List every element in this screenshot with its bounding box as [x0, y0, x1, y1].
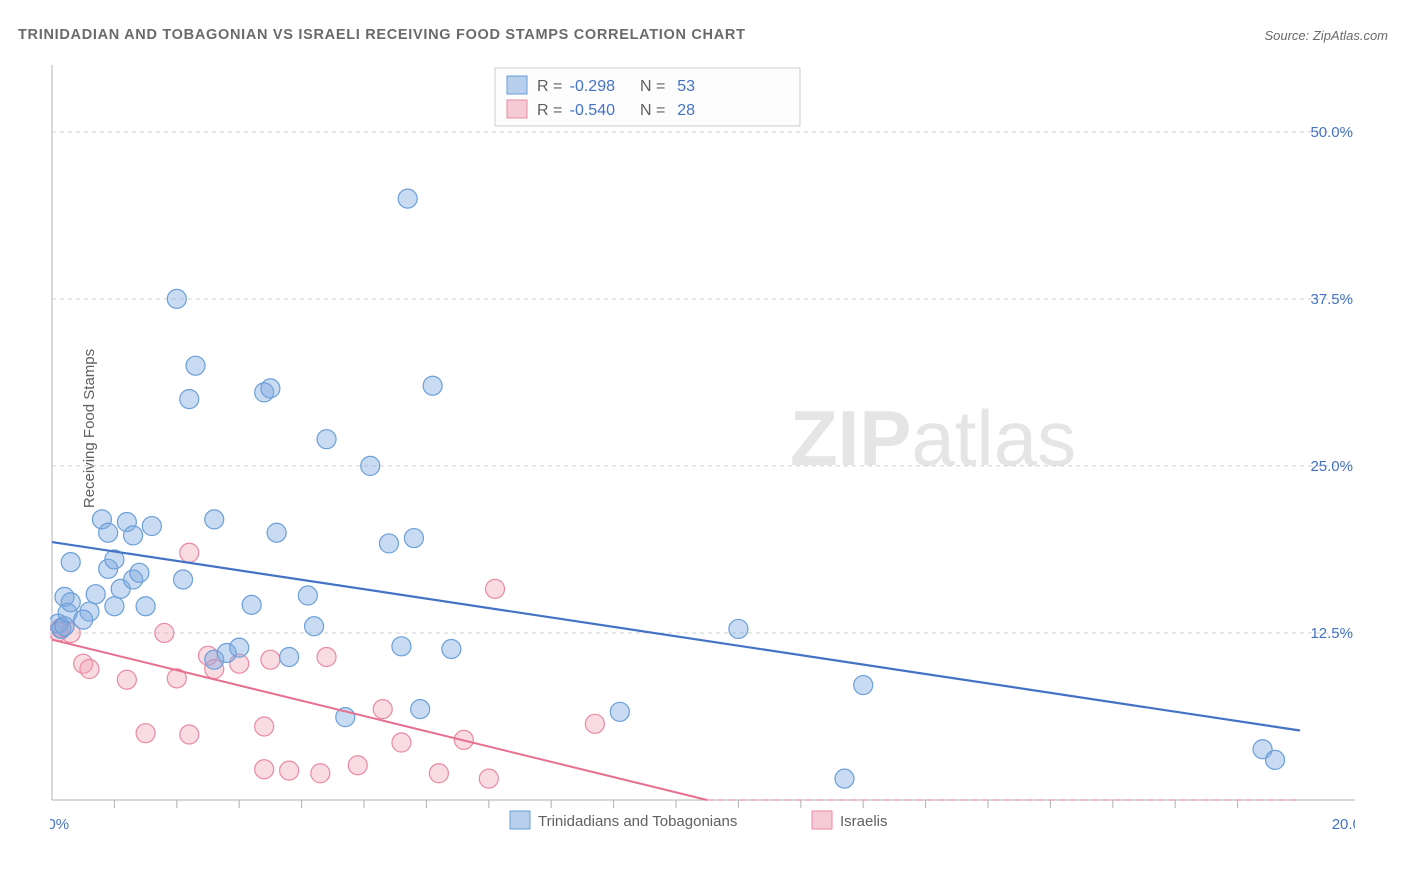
- data-point: [835, 769, 854, 788]
- y-tick-labels: 12.5% 25.0% 37.5% 50.0%: [1310, 124, 1353, 642]
- x-end-label: 20.0%: [1332, 816, 1355, 833]
- legend-n-val-1: 53: [677, 78, 695, 95]
- data-point: [280, 648, 299, 667]
- data-point: [261, 379, 280, 398]
- data-point: [180, 390, 199, 409]
- data-point: [486, 579, 505, 598]
- data-point: [130, 563, 149, 582]
- data-point: [610, 702, 629, 721]
- data-point: [142, 517, 161, 536]
- data-point: [361, 456, 380, 475]
- data-point: [124, 526, 143, 545]
- data-point: [117, 670, 136, 689]
- data-point: [230, 638, 249, 657]
- data-point: [298, 586, 317, 605]
- legend-r-val-1: -0.298: [570, 78, 615, 95]
- legend-n-label-1: N =: [640, 78, 665, 95]
- data-point: [585, 714, 604, 733]
- data-point: [305, 617, 324, 636]
- correlation-legend: R = -0.298 N = 53 R = -0.540 N = 28: [495, 68, 800, 126]
- data-point: [404, 529, 423, 548]
- chart-source: Source: ZipAtlas.com: [1264, 28, 1388, 43]
- svg-text:12.5%: 12.5%: [1310, 625, 1353, 642]
- data-point: [167, 289, 186, 308]
- chart-header: TRINIDADIAN AND TOBAGONIAN VS ISRAELI RE…: [18, 20, 1388, 50]
- data-point: [61, 593, 80, 612]
- data-point: [86, 585, 105, 604]
- data-point: [267, 523, 286, 542]
- legend-r-label-2: R =: [537, 102, 562, 119]
- data-point: [80, 660, 99, 679]
- data-point: [1266, 750, 1285, 769]
- legend-bottom-swatch-pink: [812, 811, 832, 829]
- svg-text:50.0%: 50.0%: [1310, 124, 1353, 141]
- data-point: [854, 676, 873, 695]
- data-point: [205, 510, 224, 529]
- data-point: [398, 189, 417, 208]
- legend-bottom-swatch-blue: [510, 811, 530, 829]
- watermark: ZIPatlas: [790, 394, 1076, 482]
- data-point: [379, 534, 398, 553]
- data-point: [392, 637, 411, 656]
- data-point: [317, 648, 336, 667]
- data-point: [411, 700, 430, 719]
- data-point: [74, 610, 93, 629]
- data-point: [180, 543, 199, 562]
- data-point: [242, 595, 261, 614]
- series-legend: Trinidadians and Tobagonians Israelis: [510, 811, 888, 830]
- data-point: [261, 650, 280, 669]
- scatter-series-trinidadians: [50, 189, 1285, 788]
- gridlines: [52, 132, 1355, 633]
- axes: [52, 65, 1355, 808]
- svg-text:25.0%: 25.0%: [1310, 458, 1353, 475]
- data-point: [729, 619, 748, 638]
- data-point: [442, 639, 461, 658]
- legend-r-val-2: -0.540: [570, 102, 615, 119]
- legend-bottom-blue: Trinidadians and Tobagonians: [538, 813, 737, 830]
- chart-title: TRINIDADIAN AND TOBAGONIAN VS ISRAELI RE…: [18, 27, 746, 43]
- legend-swatch-pink: [507, 100, 527, 118]
- data-point: [136, 724, 155, 743]
- chart-area: ZIPatlas R = -0.298 N = 53 R = -0.540 N …: [50, 65, 1355, 835]
- data-point: [317, 430, 336, 449]
- data-point: [61, 553, 80, 572]
- data-point: [479, 769, 498, 788]
- trend-line-blue: [52, 542, 1300, 730]
- data-point: [105, 597, 124, 616]
- legend-bottom-pink: Israelis: [840, 813, 888, 830]
- svg-text:37.5%: 37.5%: [1310, 291, 1353, 308]
- legend-swatch-blue: [507, 76, 527, 94]
- data-point: [186, 356, 205, 375]
- data-point: [174, 570, 193, 589]
- data-point: [255, 760, 274, 779]
- data-point: [99, 523, 118, 542]
- data-point: [429, 764, 448, 783]
- data-point: [373, 700, 392, 719]
- data-point: [136, 597, 155, 616]
- data-point: [311, 764, 330, 783]
- data-point: [280, 761, 299, 780]
- legend-n-val-2: 28: [677, 102, 695, 119]
- data-point: [155, 623, 174, 642]
- x-start-label: 0.0%: [50, 816, 69, 833]
- trend-line-pink: [52, 640, 707, 800]
- data-point: [348, 756, 367, 775]
- data-point: [255, 717, 274, 736]
- scatter-plot: ZIPatlas R = -0.298 N = 53 R = -0.540 N …: [50, 65, 1355, 835]
- data-point: [423, 376, 442, 395]
- data-point: [392, 733, 411, 752]
- legend-r-label-1: R =: [537, 78, 562, 95]
- legend-n-label-2: N =: [640, 102, 665, 119]
- data-point: [180, 725, 199, 744]
